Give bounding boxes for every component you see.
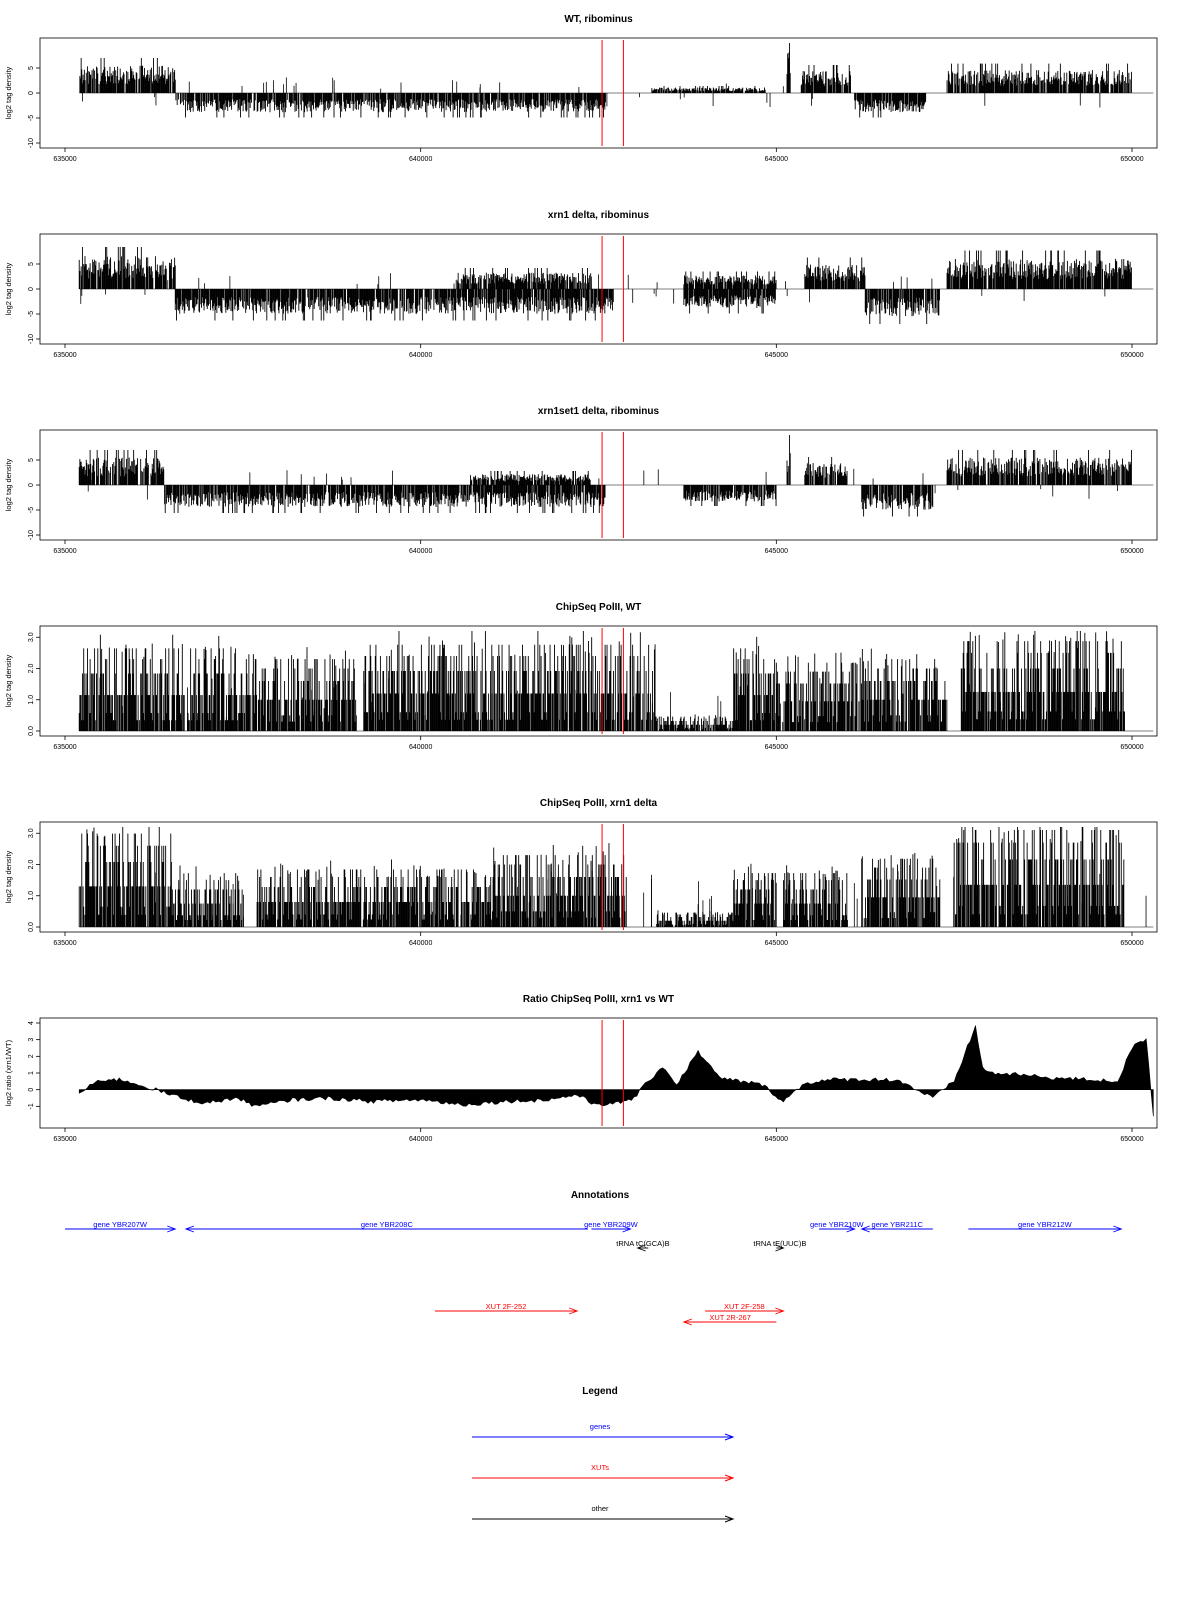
y-tick-label: -5 [28, 115, 35, 121]
data-bars [78, 247, 1132, 324]
plot-frame [39, 233, 1158, 345]
x-tick-label: 640000 [409, 548, 432, 555]
y-tick-label: 0 [28, 483, 35, 487]
x-tick-label: 635000 [53, 352, 76, 359]
chart-title: xrn1set1 delta, ribominus [538, 406, 660, 417]
y-axis-label: log2 tag density [4, 458, 13, 511]
x-tick-label: 645000 [765, 156, 788, 163]
x-tick-label: 650000 [1120, 156, 1143, 163]
x-tick-label: 640000 [409, 352, 432, 359]
x-tick-label: 645000 [765, 744, 788, 751]
y-tick-label: -10 [28, 530, 35, 540]
x-tick-label: 650000 [1120, 744, 1143, 751]
chart-title: xrn1 delta, ribominus [548, 210, 650, 221]
y-tick-label: -5 [28, 311, 35, 317]
y-tick-label: 1.0 [28, 695, 35, 705]
y-tick-label: -5 [28, 507, 35, 513]
x-tick-label: 640000 [409, 156, 432, 163]
x-tick-label: 650000 [1120, 548, 1143, 555]
x-tick-label: 650000 [1120, 352, 1143, 359]
data-bars [78, 435, 1132, 517]
chart-panel: xrn1 delta, ribominus 635000 640000 645000 6… [4, 210, 1158, 359]
chart-panel: WT, ribominus 635000 640000 645000 650000 -10… [4, 14, 1158, 163]
x-tick-label: 635000 [53, 548, 76, 555]
y-tick-label: -10 [28, 138, 35, 148]
y-tick-label: 0 [28, 287, 35, 291]
x-tick-label: 635000 [53, 744, 76, 751]
y-tick-label: 2.0 [28, 664, 35, 674]
x-tick-label: 635000 [53, 156, 76, 163]
chart-panel: xrn1set1 delta, ribominus 635000 640000 645… [4, 406, 1158, 555]
plot-frame [39, 37, 1158, 149]
y-tick-label: -10 [28, 334, 35, 344]
x-tick-label: 645000 [765, 352, 788, 359]
chart-panel: ChipSeq PolII, WT 635000 640000 645000 65000… [4, 602, 1158, 751]
y-tick-label: 0.0 [28, 726, 35, 736]
x-tick-label: 640000 [409, 744, 432, 751]
chart-title: WT, ribominus [564, 14, 633, 25]
y-axis-label: log2 tag density [4, 654, 13, 707]
x-tick-label: 645000 [765, 548, 788, 555]
y-tick-label: 5 [28, 66, 35, 70]
y-tick-label: 3.0 [28, 632, 35, 642]
chart-title: ChipSeq PolII, WT [556, 602, 642, 613]
data-bars [79, 43, 1132, 118]
y-tick-label: 5 [28, 262, 35, 266]
y-axis-label: log2 tag density [4, 66, 13, 119]
plot-frame [39, 429, 1158, 541]
y-tick-label: 5 [28, 458, 35, 462]
y-tick-label: 0 [28, 91, 35, 95]
y-axis-label: log2 tag density [4, 262, 13, 315]
